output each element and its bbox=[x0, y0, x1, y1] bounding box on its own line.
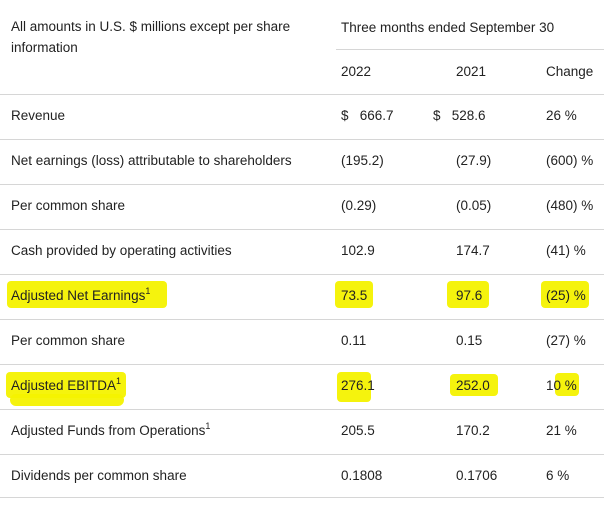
value-2021: 0.1706 bbox=[456, 468, 498, 483]
col-header-2021: 2021 bbox=[456, 64, 487, 79]
header-divider bbox=[0, 94, 604, 95]
row-divider bbox=[0, 409, 604, 410]
row-label: Adjusted Funds from Operations1 bbox=[11, 420, 211, 438]
row-divider bbox=[0, 454, 604, 455]
value-2022: 0.1808 bbox=[341, 468, 383, 483]
value-change: 10 % bbox=[546, 378, 577, 393]
highlight-mark bbox=[337, 372, 371, 402]
value-2021: 174.7 bbox=[456, 243, 490, 258]
value-2022: 73.5 bbox=[341, 288, 368, 303]
highlight-mark bbox=[6, 372, 126, 398]
highlight-mark bbox=[447, 281, 489, 308]
col-header-2022: 2022 bbox=[341, 64, 372, 79]
row-divider bbox=[0, 497, 604, 498]
period-header: Three months ended September 30 bbox=[341, 20, 555, 35]
value-change: 26 % bbox=[546, 108, 577, 123]
row-label: Adjusted EBITDA1 bbox=[11, 375, 122, 393]
value-change: (600) % bbox=[546, 153, 594, 168]
footnote-marker: 1 bbox=[205, 420, 211, 431]
row-label: Adjusted Net Earnings1 bbox=[11, 285, 151, 303]
footnote-marker: 1 bbox=[116, 375, 122, 386]
amounts-note: All amounts in U.S. $ millions except pe… bbox=[11, 19, 291, 55]
row-label: Dividends per common share bbox=[11, 468, 187, 483]
row-divider bbox=[0, 364, 604, 365]
row-divider bbox=[0, 139, 604, 140]
value-change: (480) % bbox=[546, 198, 594, 213]
value-2022: 276.1 bbox=[341, 378, 375, 393]
value-change: 21 % bbox=[546, 423, 577, 438]
value-2021: (27.9) bbox=[456, 153, 492, 168]
col-header-change: Change bbox=[546, 64, 594, 79]
row-divider bbox=[0, 319, 604, 320]
row-label: Per common share bbox=[11, 333, 126, 348]
value-2021: 170.2 bbox=[456, 423, 490, 438]
row-label: Revenue bbox=[11, 108, 66, 123]
highlight-mark bbox=[555, 373, 579, 396]
value-2022: (195.2) bbox=[341, 153, 384, 168]
value-2021: 0.15 bbox=[456, 333, 483, 348]
value-2021: (0.05) bbox=[456, 198, 492, 213]
row-divider bbox=[0, 229, 604, 230]
highlight-mark bbox=[7, 281, 167, 308]
period-divider bbox=[336, 49, 604, 50]
highlight-mark bbox=[335, 281, 373, 308]
value-change: (27) % bbox=[546, 333, 586, 348]
highlight-mark bbox=[10, 394, 124, 406]
value-2022: $ 666.7 bbox=[341, 108, 394, 123]
row-divider bbox=[0, 184, 604, 185]
value-change: 6 % bbox=[546, 468, 570, 483]
value-2022: 0.11 bbox=[341, 333, 367, 348]
value-2022: 205.5 bbox=[341, 423, 375, 438]
value-2021: 97.6 bbox=[456, 288, 483, 303]
row-label: Net earnings (loss) attributable to shar… bbox=[11, 153, 292, 168]
value-2022: (0.29) bbox=[341, 198, 377, 213]
row-divider bbox=[0, 274, 604, 275]
row-label: Per common share bbox=[11, 198, 126, 213]
highlight-mark bbox=[541, 281, 589, 308]
value-2021: $ 528.6 bbox=[433, 108, 486, 123]
value-change: (25) % bbox=[546, 288, 586, 303]
value-change: (41) % bbox=[546, 243, 586, 258]
value-2021: 252.0 bbox=[456, 378, 490, 393]
value-2022: 102.9 bbox=[341, 243, 375, 258]
footnote-marker: 1 bbox=[145, 285, 151, 296]
highlight-mark bbox=[450, 374, 498, 396]
row-label: Cash provided by operating activities bbox=[11, 243, 232, 258]
